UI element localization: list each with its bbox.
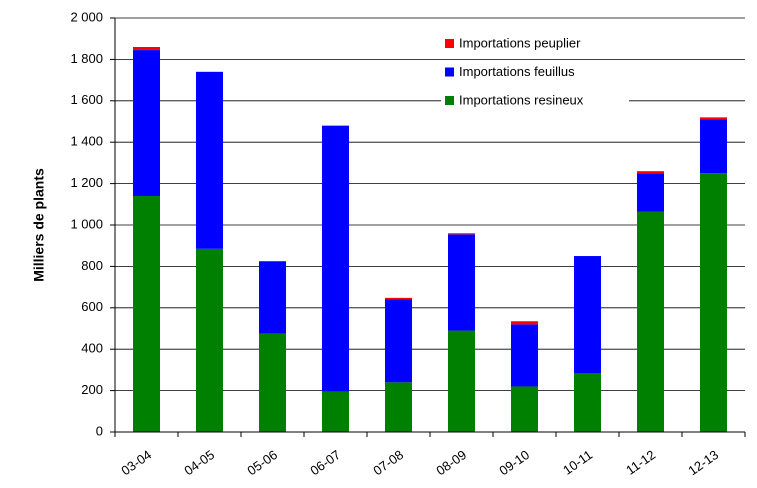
- bar-segment: [511, 324, 538, 387]
- bar-segment: [133, 46, 160, 51]
- legend-background: [441, 92, 629, 110]
- x-tick-label: 12-13: [685, 447, 721, 478]
- bar-segment: [259, 261, 286, 334]
- x-tick-label: 07-08: [370, 447, 406, 478]
- y-tick-label: 1 000: [70, 216, 103, 231]
- legend-label: Importations resineux: [459, 92, 584, 107]
- y-tick-label: 1 400: [70, 134, 103, 149]
- bar-segment: [637, 171, 664, 174]
- bar-segment: [322, 391, 349, 432]
- bar-segment: [574, 256, 601, 374]
- y-tick-label: 1 800: [70, 51, 103, 66]
- y-tick-label: 2 000: [70, 9, 103, 24]
- bar-segment: [196, 248, 223, 432]
- bar-segment: [196, 71, 223, 249]
- y-tick-label: 800: [81, 258, 103, 273]
- y-tick-label: 1 200: [70, 175, 103, 190]
- legend-background: [441, 63, 629, 82]
- x-tick-label: 05-06: [244, 447, 280, 478]
- bar-segment: [574, 373, 601, 432]
- y-tick-label: 1 600: [70, 92, 103, 107]
- bar-segment: [448, 233, 475, 235]
- x-tick-label: 09-10: [496, 447, 532, 478]
- bar-segment: [700, 117, 727, 120]
- y-tick-label: 0: [96, 423, 103, 438]
- bar-segment: [385, 299, 412, 383]
- legend-label: Importations peuplier: [459, 35, 581, 50]
- x-tick-label: 08-09: [433, 447, 469, 478]
- bar-segment: [133, 50, 160, 197]
- bar-segment: [700, 119, 727, 174]
- bar-segment: [133, 196, 160, 432]
- legend-background: [441, 35, 629, 53]
- bar-segment: [448, 234, 475, 331]
- bar-segment: [511, 321, 538, 325]
- x-tick-label: 10-11: [560, 447, 595, 478]
- y-tick-label: 400: [81, 341, 103, 356]
- bar-segment: [385, 382, 412, 432]
- bar-segment: [259, 333, 286, 432]
- bar-segment: [322, 125, 349, 392]
- y-tick-label: 600: [81, 299, 103, 314]
- legend-swatch: [445, 67, 454, 77]
- x-tick-label: 11-12: [623, 447, 658, 478]
- legend-swatch: [445, 96, 454, 105]
- x-tick-label: 04-05: [181, 447, 217, 478]
- x-tick-label: 03-04: [118, 447, 154, 478]
- bar-segment: [448, 330, 475, 432]
- bar-segment: [637, 211, 664, 432]
- legend-label: Importations feuillus: [459, 64, 575, 79]
- bar-segment: [637, 173, 664, 212]
- y-axis-title: Milliers de plants: [31, 168, 47, 282]
- legend-swatch: [445, 39, 454, 48]
- x-tick-label: 06-07: [307, 447, 343, 478]
- bar-segment: [511, 386, 538, 432]
- bar-segment: [700, 173, 727, 432]
- y-tick-label: 200: [81, 382, 103, 397]
- bar-segment: [385, 297, 412, 300]
